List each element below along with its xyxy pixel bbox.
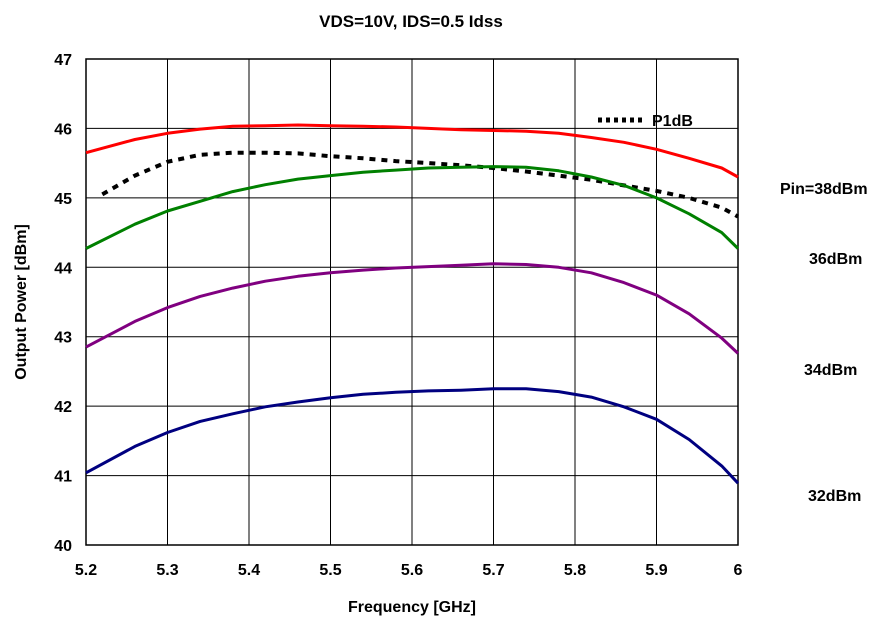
x-tick-label: 5.2 — [75, 562, 97, 579]
x-tick-label: 5.3 — [156, 562, 178, 579]
x-tick-label: 5.9 — [645, 562, 667, 579]
x-tick-label: 5.8 — [564, 562, 586, 579]
series-lines — [85, 123, 740, 485]
plot-border — [85, 58, 739, 546]
curve-label-34dbm: 34dBm — [804, 362, 857, 379]
x-axis-label: Frequency [GHz] — [348, 599, 476, 616]
series-line-34dbm — [85, 262, 740, 355]
series-line-pin-38dbm — [85, 123, 739, 179]
x-tick-labels: 5.2 5.3 5.4 5.5 5.6 5.7 5.8 5.9 6 — [75, 562, 743, 579]
y-tick-label: 43 — [54, 330, 72, 347]
legend-label-p1db: P1dB — [652, 113, 693, 130]
series-line-36dbm — [85, 165, 740, 250]
curve-label-32dbm: 32dBm — [808, 488, 861, 505]
x-tick-label: 5.4 — [238, 562, 260, 579]
curve-label-36dbm: 36dBm — [809, 251, 862, 268]
x-tick-label: 6 — [734, 562, 743, 579]
y-tick-labels: 40 41 42 43 44 45 46 47 — [54, 52, 72, 555]
y-tick-label: 44 — [54, 260, 72, 277]
y-tick-label: 42 — [54, 399, 72, 416]
x-tick-label: 5.6 — [401, 562, 423, 579]
y-axis-label: Output Power [dBm] — [13, 224, 30, 380]
series-line-32dbm — [85, 387, 740, 485]
y-tick-label: 40 — [54, 538, 72, 555]
y-tick-label: 41 — [54, 469, 72, 486]
y-tick-label: 46 — [54, 121, 72, 138]
chart-title: VDS=10V, IDS=0.5 Idss — [319, 12, 503, 31]
curve-label-pin-38dbm: Pin=38dBm — [780, 181, 868, 198]
x-tick-label: 5.5 — [319, 562, 341, 579]
x-tick-label: 5.7 — [482, 562, 504, 579]
y-tick-label: 45 — [54, 191, 72, 208]
y-tick-label: 47 — [54, 52, 72, 69]
series-line-p1db — [101, 150, 739, 219]
